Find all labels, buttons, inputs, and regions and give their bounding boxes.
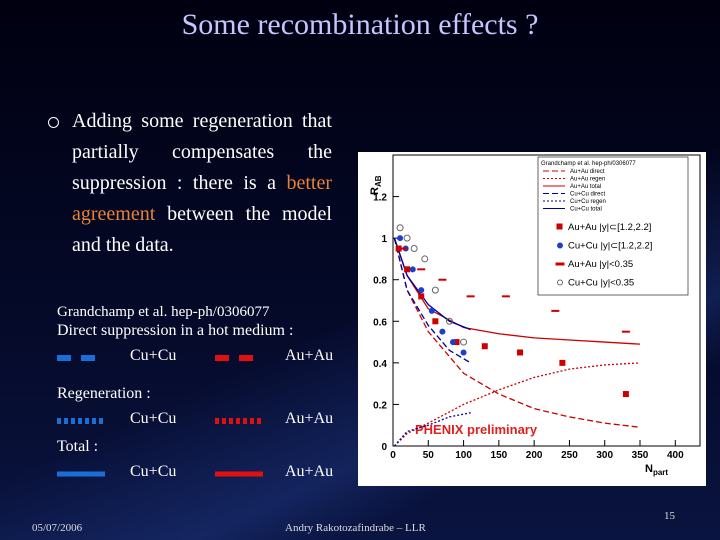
data-point: [396, 224, 404, 232]
chart-legend-marker: [555, 262, 565, 266]
model-curve: [393, 237, 641, 428]
data-point: [501, 295, 510, 298]
chart-legend-label: Cu+Cu direct: [570, 192, 606, 198]
data-point: [622, 391, 629, 398]
y-tick-label: 0.4: [373, 359, 387, 370]
legend-heading: Total :: [57, 438, 99, 455]
data-point: [551, 309, 560, 312]
chart-legend-label: Cu+Cu |y|⊂[1.2,2.2]: [568, 241, 652, 252]
data-point: [432, 318, 439, 325]
data-point: [418, 287, 425, 294]
data-point: [621, 330, 630, 333]
data-point: [409, 266, 416, 273]
footer-date: 05/07/2006: [32, 522, 83, 534]
x-axis-label-main: N: [645, 463, 653, 475]
data-point: [559, 359, 566, 366]
reference: Grandchamp et al. hep-ph/0306077: [57, 304, 270, 320]
data-point: [410, 245, 418, 253]
data-point: [466, 295, 475, 298]
chart-legend-box: [537, 156, 689, 296]
chart-legend-marker: [557, 279, 563, 286]
model-curve: [393, 237, 471, 331]
data-point: [481, 343, 488, 350]
model-curve: [393, 237, 471, 364]
chart-legend-label: Cu+Cu regen: [570, 199, 606, 205]
footer-author: Andry Rakotozafindrabe – LLR: [285, 522, 426, 534]
y-axis-label-sub: AB: [374, 175, 383, 187]
y-tick-label: 1.2: [373, 193, 387, 204]
chart-legend-marker: [556, 223, 563, 230]
legend-label: Cu+Cu: [130, 463, 177, 480]
x-tick-label: 200: [526, 450, 543, 461]
data-point: [453, 339, 460, 346]
model-curve: [393, 237, 641, 345]
annotation: PHENIX preliminary: [415, 422, 538, 437]
data-point: [418, 293, 425, 300]
data-point: [449, 339, 456, 346]
data-point: [397, 235, 404, 242]
data-point: [404, 266, 411, 273]
chart-legend-title: Grandchamp et al. hep-ph/0306077: [541, 161, 636, 167]
x-tick-label: 250: [561, 450, 578, 461]
x-tick-label: 350: [632, 450, 649, 461]
y-tick-label: 0: [381, 442, 387, 453]
legend-label: Cu+Cu: [130, 347, 177, 364]
legend-heading: Regeneration :: [57, 385, 151, 402]
highlight: better agreement: [72, 172, 332, 225]
data-point: [431, 286, 439, 294]
legend-label: Au+Au: [285, 463, 334, 480]
x-tick-label: 400: [667, 450, 684, 461]
data-point: [428, 307, 435, 314]
chart-legend-label: Au+Au |y|⊂[1.2,2.2]: [568, 222, 651, 233]
data-point: [517, 349, 524, 356]
model-curve: [393, 412, 471, 447]
plot-frame: [392, 154, 701, 447]
y-tick-label: 0.2: [373, 400, 387, 411]
text: between the model and the data.: [72, 203, 332, 256]
x-axis-label: Npart: [645, 463, 668, 477]
x-tick-label: 150: [491, 450, 508, 461]
y-tick-label: 0.6: [373, 317, 387, 328]
legend-label: Au+Au: [285, 410, 334, 427]
x-tick-label: 50: [423, 450, 435, 461]
y-tick-label: 1: [381, 234, 387, 245]
chart-legend-label: Au+Au direct: [570, 169, 605, 175]
data-point: [438, 278, 447, 281]
text: Adding some regeneration that partially …: [72, 110, 332, 194]
x-axis-label-sub: part: [653, 468, 668, 477]
y-tick-label: 0.8: [373, 276, 387, 287]
bullet-text: Adding some regeneration that partially …: [72, 106, 332, 261]
slide-title: Some recombination effects ?: [181, 8, 539, 41]
chart-legend-label: Cu+Cu |y|<0.35: [568, 278, 634, 289]
data-point: [439, 328, 446, 335]
x-tick-label: 0: [390, 450, 396, 461]
bullet-marker: [48, 117, 59, 128]
data-point: [445, 317, 453, 325]
y-axis-label-main: R: [369, 187, 381, 195]
chart-legend-label: Cu+Cu total: [570, 207, 602, 213]
data-point: [421, 255, 429, 263]
data-point: [417, 268, 426, 271]
legend-label: Cu+Cu: [130, 410, 177, 427]
chart-legend-label: Au+Au regen: [570, 177, 605, 183]
data-point: [460, 338, 468, 346]
chart-legend-marker: [557, 242, 563, 249]
y-axis-label: RAB: [369, 175, 383, 195]
legend-label: Au+Au: [285, 347, 334, 364]
data-point: [460, 349, 467, 356]
chart-legend-label: Au+Au |y|<0.35: [568, 259, 633, 270]
chart-legend-label: Au+Au total: [570, 184, 601, 190]
legend-heading: Direct suppression in a hot medium :: [57, 322, 294, 339]
model-curve: [393, 362, 641, 447]
data-point: [395, 245, 402, 252]
x-tick-label: 300: [596, 450, 613, 461]
x-tick-label: 100: [455, 450, 472, 461]
data-point: [403, 234, 411, 242]
page-number: 15: [664, 510, 675, 522]
data-point: [399, 247, 408, 250]
